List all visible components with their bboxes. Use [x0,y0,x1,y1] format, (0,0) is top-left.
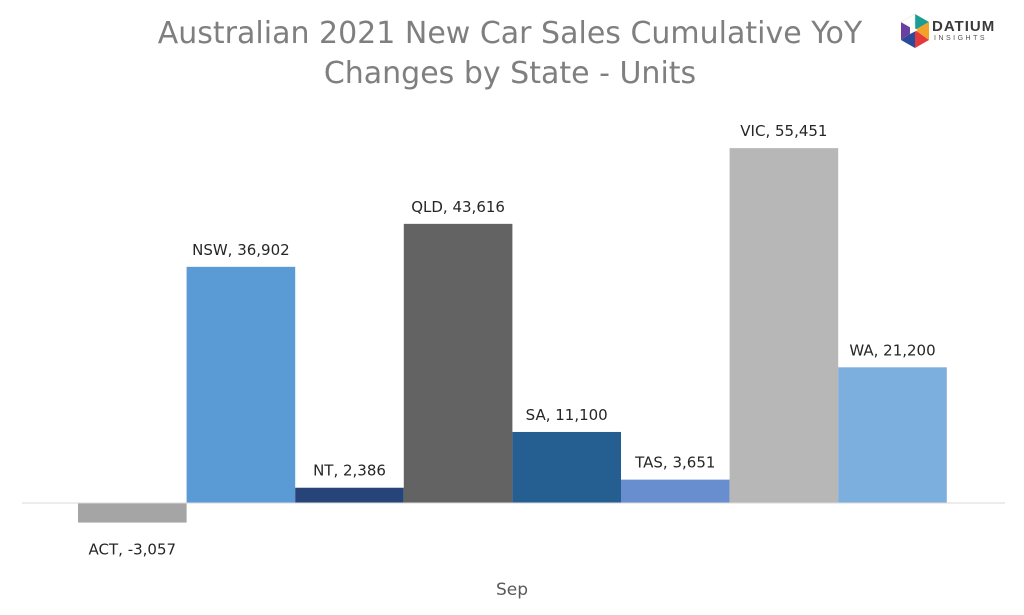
data-label-nsw: NSW, 36,902 [192,241,290,259]
data-label-wa: WA, 21,200 [849,341,935,359]
data-label-act: ACT, -3,057 [89,541,177,559]
chart-title-line1: Australian 2021 New Car Sales Cumulative… [157,16,863,51]
data-label-qld: QLD, 43,616 [411,198,505,216]
bar-act [78,503,187,523]
bar-wa [838,367,947,503]
bar-sa [512,431,621,503]
data-label-vic: VIC, 55,451 [740,122,827,140]
chart-title: Australian 2021 New Car Sales Cumulative… [100,14,920,94]
chart-title-line2: Changes by State - Units [323,56,697,91]
bar-tas [621,479,730,503]
x-category-label: Sep [495,580,529,600]
logo-subtitle: INSIGHTS [934,35,988,42]
logo-name: DATIUM [932,18,996,35]
bar-qld [403,223,513,503]
datium-logo-icon [900,13,929,48]
data-label-sa: SA, 11,100 [526,406,608,424]
bar-nt [295,487,404,503]
data-label-tas: TAS, 3,651 [634,454,715,472]
bar-nsw [186,266,296,503]
bar-vic [729,148,839,504]
data-label-nt: NT, 2,386 [313,462,386,480]
datium-logo: DATIUM INSIGHTS [898,12,1018,52]
